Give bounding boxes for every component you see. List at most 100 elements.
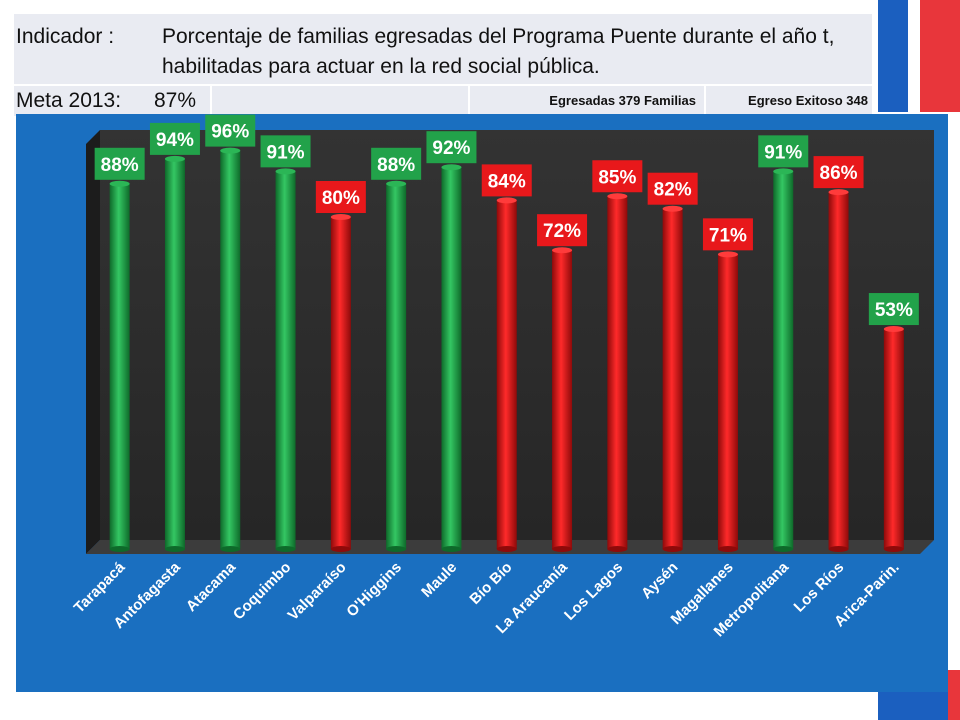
bar-cap [717,251,738,258]
data-label-box [260,135,311,168]
bar-body [607,196,628,549]
data-label-box [371,147,422,180]
bars-group [109,147,904,552]
bar-cap [607,193,628,200]
bar-body [164,158,185,549]
bar-cap [883,326,904,333]
bar [441,164,462,552]
bar-cap [773,168,794,175]
data-label: 84% [481,164,532,197]
bar [496,197,517,552]
data-label: 80% [315,181,366,213]
bar-cap [220,147,241,154]
data-label-box [868,293,919,326]
data-label-text: 84% [488,171,526,192]
bar-base [220,546,241,552]
data-label-box [537,214,588,247]
data-label: 86% [813,156,864,189]
data-label-box [813,156,864,189]
bar-body [275,171,296,549]
category-tick-label: Valparaíso [285,559,350,624]
data-label-box [205,114,256,147]
bar-cap [386,180,407,187]
category-tick-label: Los Lagos [561,559,626,624]
meta-label: Meta 2013: [16,89,122,112]
bar-base [883,546,904,552]
bar-cap [164,155,185,162]
bar-cap [496,197,517,204]
data-label: 53% [868,293,919,326]
data-label-text: 91% [267,142,305,163]
bar-cap [330,214,351,220]
bar-body [496,200,517,549]
category-tick-label: Aysén [638,559,681,602]
bar [828,189,849,552]
data-label-box [149,122,200,155]
data-label: 72% [537,214,588,247]
bar-body [109,183,130,550]
data-label: 96% [205,114,256,147]
data-label: 92% [426,131,477,164]
data-label-text: 94% [156,130,194,151]
bar-base [552,546,573,552]
flag-accent-top [878,0,960,112]
data-label-box [592,160,643,193]
data-label-text: 72% [543,221,581,242]
bar [164,155,185,552]
bar-cap [109,180,130,187]
bar-body [883,329,904,549]
bar-base [496,546,517,552]
flag-red-stripe [948,670,960,720]
data-label-text: 91% [764,142,802,163]
bar-cap [662,205,683,212]
bar-cap [275,168,296,175]
data-label: 94% [149,122,200,155]
flag-blue-stripe [878,0,908,112]
data-label-box [94,147,145,180]
bar-cap [552,247,573,254]
bar-base [607,546,628,552]
bar [717,251,738,552]
data-label-text: 71% [709,225,747,246]
bar [109,180,130,552]
data-label-text: 96% [211,122,249,143]
bar [330,214,351,552]
chart-panel: 88% 94% 96% 91% 80% 88% 92% 84% 72% 85% 82% 71% 91% 8… [16,114,948,692]
category-tick-label: Bío Bío [466,559,515,608]
data-label-box [702,218,753,251]
bar-body [717,254,738,549]
bar [220,147,241,552]
bar [662,205,683,552]
flag-red-stripe [920,0,960,112]
bar-base [662,546,683,552]
bar-body [441,167,462,549]
bar-base [109,546,130,552]
data-label-box [481,164,532,197]
egresadas-count: Egresadas 379 Familias [470,86,706,116]
bar-cap [441,164,462,171]
bar-body [386,183,407,550]
data-label: 91% [260,135,311,168]
category-tick-label: Los Ríos [791,559,848,616]
bar-body [773,171,794,549]
bar-body [220,150,241,549]
bar-base [441,546,462,552]
indicator-label: Indicador : [16,25,115,48]
data-label-text: 86% [820,163,858,184]
bar [607,193,628,552]
bar [275,168,296,552]
bar-base [773,546,794,552]
bar-base [717,546,738,552]
bar-body [828,192,849,549]
meta-row: Meta 2013: 87% Egresadas 379 Familias Eg… [14,86,872,116]
bar-base [164,546,185,552]
data-label-box [758,135,809,168]
bar [552,247,573,552]
bar-base [386,546,407,552]
bar-body [552,250,573,549]
bar [386,180,407,552]
category-tick-label: Maule [418,559,460,601]
bar-chart: 88% 94% 96% 91% 80% 88% 92% 84% 72% 85% 82% 71% 91% 8… [71,114,934,640]
bar-body [662,208,683,549]
